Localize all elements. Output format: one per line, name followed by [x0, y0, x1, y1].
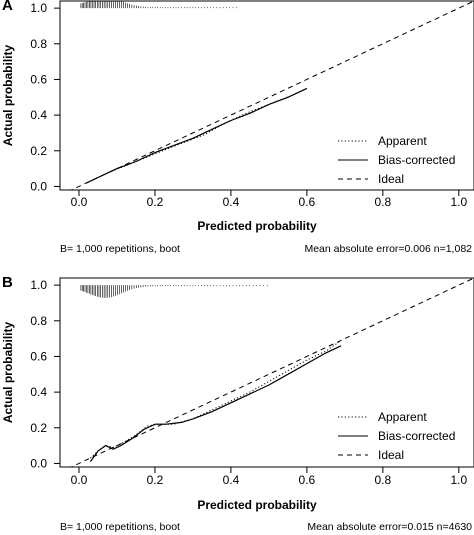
legend-label: Ideal [378, 448, 404, 462]
x-tick-label: 0.2 [147, 473, 164, 487]
legend-label: Bias-corrected [378, 153, 455, 167]
y-tick-label: 0.2 [30, 144, 47, 158]
x-tick-label: 0.4 [223, 195, 240, 209]
series-group [70, 1, 474, 190]
y-tick-label: 0.0 [30, 456, 47, 470]
series-line-bias-corrected [89, 345, 342, 463]
x-tick-label: 0.0 [71, 195, 88, 209]
y-tick-label: 0.6 [30, 349, 47, 363]
legend-label: Bias-corrected [378, 429, 455, 443]
y-axis-title: Actual probability [1, 322, 15, 424]
x-axis-title: Predicted probability [197, 498, 317, 512]
x-tick-label: 0.8 [375, 195, 392, 209]
legend-label: Apparent [378, 134, 427, 148]
x-tick-label: 0.6 [299, 473, 316, 487]
series-line-apparent [90, 339, 342, 459]
footer-right-note: Mean absolute error=0.015 n=4630 [307, 521, 472, 533]
calibration-panel-b: B 0.0 0.2 0.4 0.6 0.8 1.0 0.0 0.2 0.4 0.6 0.8 1.0 Pre… [1, 274, 474, 533]
footer-left-note: B= 1,000 repetitions, boot [60, 521, 180, 533]
x-axis-title: Predicted probability [197, 219, 317, 233]
x-tick-label: 1.0 [450, 473, 467, 487]
y-tick-label: 0.0 [30, 179, 47, 193]
panel-label: A [2, 0, 13, 14]
series-group [70, 278, 474, 467]
y-tick-label: 1.0 [30, 278, 47, 292]
y-tick-label: 0.8 [30, 314, 47, 328]
y-tick-label: 0.8 [30, 37, 47, 51]
y-tick-label: 0.2 [30, 421, 47, 435]
legend-label: Ideal [378, 172, 404, 186]
plot-frame [59, 0, 474, 191]
x-tick-label: 1.0 [450, 195, 467, 209]
prediction-rug [80, 285, 268, 298]
series-line-bias-corrected [86, 87, 308, 184]
series-line-ideal [70, 278, 474, 467]
x-tick-label: 0.4 [223, 473, 240, 487]
x-tick-label: 0.8 [375, 473, 392, 487]
footer-left-note: B= 1,000 repetitions, boot [60, 243, 180, 255]
plot-frame [59, 277, 474, 468]
prediction-rug [80, 1, 237, 9]
panel-label: B [2, 274, 13, 291]
x-tick-label: 0.6 [299, 195, 316, 209]
series-line-ideal [70, 1, 474, 190]
x-tick-label: 0.2 [147, 195, 164, 209]
legend-label: Apparent [378, 410, 427, 424]
y-tick-label: 0.4 [30, 108, 47, 122]
calibration-panel-a: A 0.0 0.2 0.4 0.6 0.8 1.0 0.0 0.2 0.4 0.6 0.8 1.0 Pre… [1, 0, 474, 255]
x-tick-label: 0.0 [71, 473, 88, 487]
y-tick-label: 1.0 [30, 1, 47, 15]
y-axis-title: Actual probability [1, 45, 15, 147]
y-tick-label: 0.4 [30, 385, 47, 399]
footer-right-note: Mean absolute error=0.006 n=1,082 [304, 243, 472, 255]
y-tick-label: 0.6 [30, 72, 47, 86]
